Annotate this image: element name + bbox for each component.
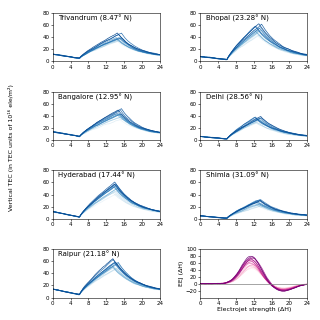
X-axis label: Electrojet strength (ΔH): Electrojet strength (ΔH) [217, 307, 291, 312]
Text: Vertical TEC (in TEC units of 10¹⁶ ele/m²): Vertical TEC (in TEC units of 10¹⁶ ele/m… [8, 84, 14, 211]
Text: Raipur (21.18° N): Raipur (21.18° N) [58, 251, 120, 258]
Text: Trivandrum (8.47° N): Trivandrum (8.47° N) [58, 15, 132, 22]
Text: Bangalore (12.95° N): Bangalore (12.95° N) [58, 93, 132, 101]
Y-axis label: EEJ (ΔH): EEJ (ΔH) [179, 260, 184, 286]
Text: Bhopal (23.28° N): Bhopal (23.28° N) [206, 15, 268, 22]
Text: Shimla (31.09° N): Shimla (31.09° N) [206, 172, 268, 180]
Text: Delhi (28.56° N): Delhi (28.56° N) [206, 93, 262, 101]
Text: Hyderabad (17.44° N): Hyderabad (17.44° N) [58, 172, 135, 180]
